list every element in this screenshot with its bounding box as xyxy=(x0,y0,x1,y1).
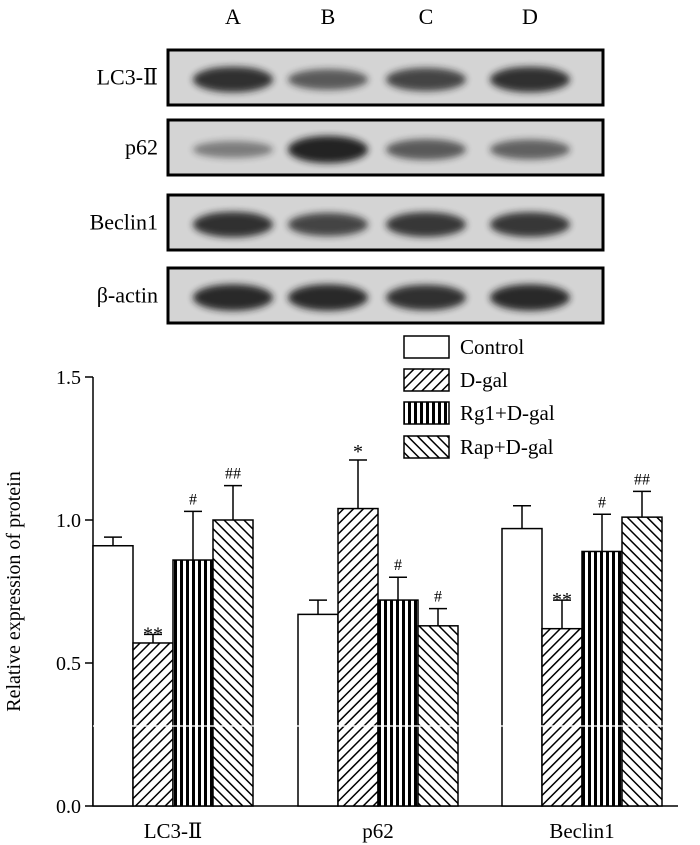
bar xyxy=(172,559,214,807)
significance-mark: # xyxy=(434,589,442,606)
blot-band xyxy=(490,139,570,160)
bar xyxy=(581,550,623,807)
significance-mark: # xyxy=(394,557,402,574)
bar xyxy=(377,599,419,807)
legend-label: Rap+D-gal xyxy=(460,435,554,459)
bar xyxy=(337,507,379,807)
y-axis-title: Relative expression of protein xyxy=(3,471,25,712)
y-tick-label: 0.5 xyxy=(56,653,81,675)
blot-row-label: p62 xyxy=(125,135,158,160)
bar xyxy=(92,544,134,807)
bar xyxy=(212,519,254,807)
blot-band xyxy=(288,135,368,164)
bar xyxy=(417,625,459,807)
significance-mark: ## xyxy=(225,466,241,483)
x-tick-label: Beclin1 xyxy=(549,819,614,843)
bar xyxy=(297,613,339,807)
bar xyxy=(541,627,583,807)
legend-label: Control xyxy=(460,335,524,359)
legend-label: D-gal xyxy=(460,368,508,392)
legend-label: Rg1+D-gal xyxy=(460,401,555,425)
significance-mark: ** xyxy=(143,623,163,645)
lane-label: C xyxy=(419,4,434,29)
legend-swatch xyxy=(403,368,450,392)
blot-band xyxy=(288,69,368,90)
legend-swatch xyxy=(403,335,450,359)
lane-label: D xyxy=(522,4,538,29)
bar xyxy=(621,516,663,807)
significance-mark: ** xyxy=(552,589,572,611)
x-tick-label: p62 xyxy=(362,819,394,843)
bar xyxy=(132,642,174,807)
bar-chart: 0.0 0.5 1.0 1.5 Relative expression of prote… xyxy=(3,335,678,843)
blot-band xyxy=(193,211,273,238)
lane-label: B xyxy=(321,4,336,29)
significance-mark: ## xyxy=(634,471,650,488)
x-tick-label: LC3-Ⅱ xyxy=(144,819,203,843)
bar xyxy=(501,527,543,807)
blot-band xyxy=(386,212,466,237)
blot-band xyxy=(386,139,466,160)
y-tick-label: 0.0 xyxy=(56,796,81,818)
blot-band xyxy=(193,66,273,93)
legend-swatch xyxy=(403,435,450,459)
legend-swatch xyxy=(403,401,450,425)
blot-band xyxy=(490,284,570,311)
blot-band xyxy=(193,284,273,311)
lane-label: A xyxy=(225,4,241,29)
y-tick-label: 1.0 xyxy=(56,510,81,532)
blot-band xyxy=(490,66,570,93)
blot-row-label: β-actin xyxy=(97,283,158,308)
blot-row-label: Beclin1 xyxy=(90,210,158,235)
blot-row-label: LC3-Ⅱ xyxy=(97,65,158,90)
significance-mark: # xyxy=(598,494,606,511)
blot-band xyxy=(490,212,570,237)
blot-band xyxy=(386,284,466,311)
blot-band xyxy=(288,212,368,237)
significance-mark: # xyxy=(189,491,197,508)
blot-band xyxy=(288,284,368,311)
blot-band xyxy=(193,141,273,158)
western-blot-panel: A B C D LC3-Ⅱ p62 Beclin1 β-actin xyxy=(90,4,605,325)
blot-band xyxy=(386,67,466,92)
significance-mark: * xyxy=(353,441,363,463)
y-tick-label: 1.5 xyxy=(56,367,81,389)
